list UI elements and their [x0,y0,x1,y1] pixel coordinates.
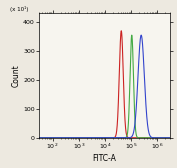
Text: (x 10¹): (x 10¹) [10,6,28,12]
X-axis label: FITC-A: FITC-A [93,154,116,163]
Y-axis label: Count: Count [11,64,20,87]
